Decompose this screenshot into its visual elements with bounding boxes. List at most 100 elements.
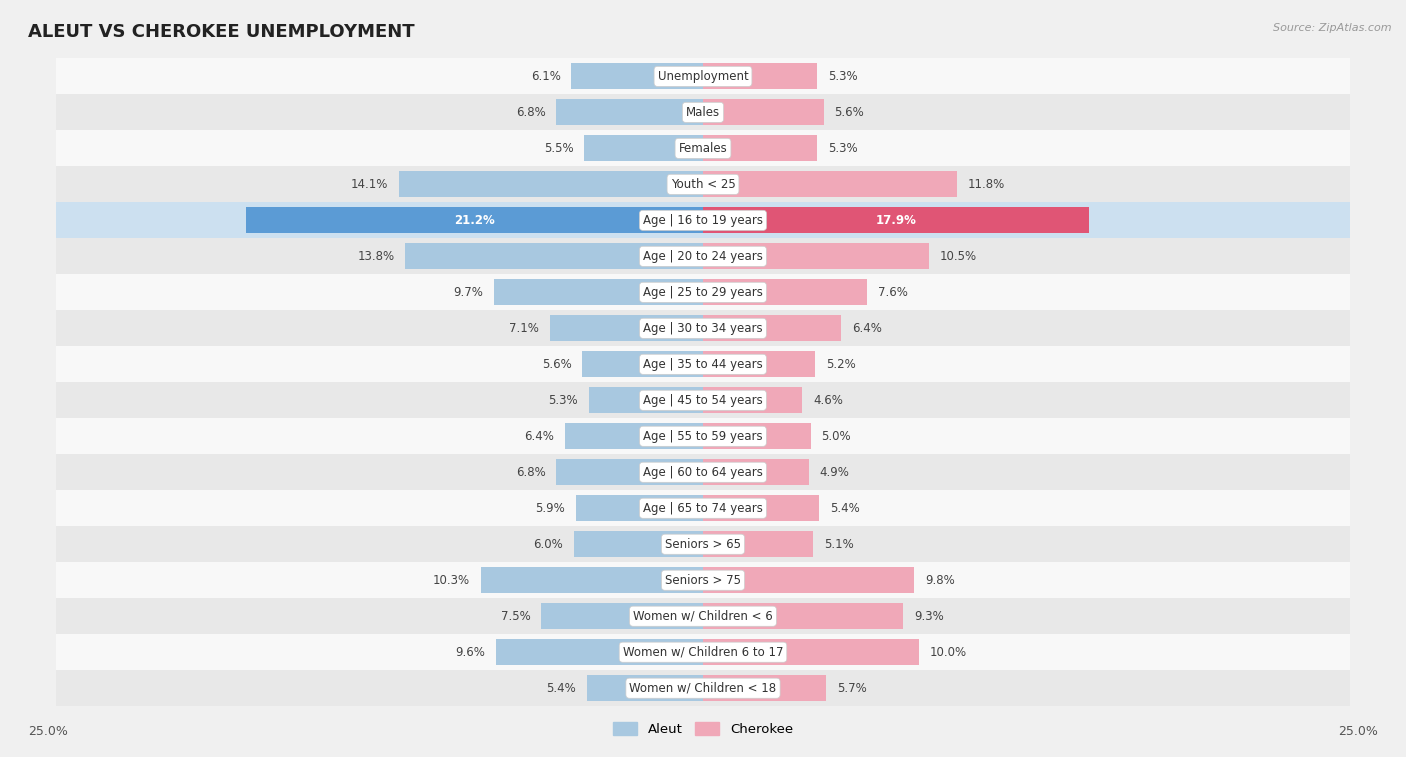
- Text: 6.4%: 6.4%: [852, 322, 882, 335]
- Bar: [557, 99, 703, 126]
- Text: 5.6%: 5.6%: [541, 358, 571, 371]
- Text: 5.1%: 5.1%: [824, 537, 853, 551]
- Bar: [703, 99, 824, 126]
- Text: Women w/ Children < 6: Women w/ Children < 6: [633, 609, 773, 623]
- Bar: [574, 531, 703, 557]
- Bar: [703, 603, 904, 629]
- Bar: [703, 64, 817, 89]
- Bar: [703, 567, 914, 593]
- Bar: [550, 316, 703, 341]
- Bar: [56, 634, 1350, 670]
- Bar: [496, 639, 703, 665]
- Text: 6.8%: 6.8%: [516, 466, 546, 478]
- Bar: [56, 346, 1350, 382]
- Text: 6.4%: 6.4%: [524, 430, 554, 443]
- Text: 5.3%: 5.3%: [828, 70, 858, 83]
- Bar: [576, 495, 703, 522]
- Bar: [399, 171, 703, 198]
- Bar: [703, 495, 820, 522]
- Text: 5.6%: 5.6%: [835, 106, 865, 119]
- Text: Seniors > 65: Seniors > 65: [665, 537, 741, 551]
- Bar: [703, 279, 868, 305]
- Text: Males: Males: [686, 106, 720, 119]
- Text: Seniors > 75: Seniors > 75: [665, 574, 741, 587]
- Text: Unemployment: Unemployment: [658, 70, 748, 83]
- Bar: [481, 567, 703, 593]
- Bar: [557, 459, 703, 485]
- Text: 14.1%: 14.1%: [352, 178, 388, 191]
- Text: 21.2%: 21.2%: [454, 213, 495, 227]
- Bar: [246, 207, 703, 233]
- Text: 6.1%: 6.1%: [531, 70, 561, 83]
- Text: 5.9%: 5.9%: [536, 502, 565, 515]
- Text: 6.0%: 6.0%: [533, 537, 562, 551]
- Text: 11.8%: 11.8%: [969, 178, 1005, 191]
- Text: Youth < 25: Youth < 25: [671, 178, 735, 191]
- Bar: [56, 95, 1350, 130]
- Bar: [703, 675, 825, 701]
- Legend: Aleut, Cherokee: Aleut, Cherokee: [607, 716, 799, 741]
- Bar: [56, 419, 1350, 454]
- Bar: [56, 167, 1350, 202]
- Bar: [589, 388, 703, 413]
- Bar: [56, 598, 1350, 634]
- Text: 25.0%: 25.0%: [1339, 725, 1378, 738]
- Text: 5.7%: 5.7%: [837, 682, 866, 695]
- Text: ALEUT VS CHEROKEE UNEMPLOYMENT: ALEUT VS CHEROKEE UNEMPLOYMENT: [28, 23, 415, 41]
- Bar: [586, 675, 703, 701]
- Text: 5.3%: 5.3%: [828, 142, 858, 155]
- Bar: [541, 603, 703, 629]
- Text: 9.3%: 9.3%: [914, 609, 943, 623]
- Text: Women w/ Children 6 to 17: Women w/ Children 6 to 17: [623, 646, 783, 659]
- Text: Age | 30 to 34 years: Age | 30 to 34 years: [643, 322, 763, 335]
- Text: 25.0%: 25.0%: [28, 725, 67, 738]
- Text: 4.9%: 4.9%: [820, 466, 849, 478]
- Bar: [405, 243, 703, 269]
- Bar: [56, 274, 1350, 310]
- Text: Age | 20 to 24 years: Age | 20 to 24 years: [643, 250, 763, 263]
- Text: Age | 45 to 54 years: Age | 45 to 54 years: [643, 394, 763, 407]
- Bar: [56, 526, 1350, 562]
- Bar: [703, 316, 841, 341]
- Bar: [56, 491, 1350, 526]
- Text: Women w/ Children < 18: Women w/ Children < 18: [630, 682, 776, 695]
- Bar: [703, 207, 1088, 233]
- Text: 5.4%: 5.4%: [546, 682, 576, 695]
- Bar: [585, 136, 703, 161]
- Bar: [56, 670, 1350, 706]
- Text: 17.9%: 17.9%: [876, 213, 917, 227]
- Text: Females: Females: [679, 142, 727, 155]
- Bar: [56, 382, 1350, 419]
- Text: 7.6%: 7.6%: [877, 286, 907, 299]
- Bar: [565, 423, 703, 449]
- Text: Age | 35 to 44 years: Age | 35 to 44 years: [643, 358, 763, 371]
- Text: Source: ZipAtlas.com: Source: ZipAtlas.com: [1274, 23, 1392, 33]
- Bar: [582, 351, 703, 377]
- Text: 5.3%: 5.3%: [548, 394, 578, 407]
- Bar: [703, 243, 929, 269]
- Text: 10.5%: 10.5%: [941, 250, 977, 263]
- Bar: [703, 531, 813, 557]
- Text: 9.6%: 9.6%: [456, 646, 485, 659]
- Bar: [56, 130, 1350, 167]
- Bar: [703, 136, 817, 161]
- Text: 5.4%: 5.4%: [830, 502, 860, 515]
- Text: 5.2%: 5.2%: [825, 358, 856, 371]
- Bar: [703, 459, 808, 485]
- Bar: [56, 202, 1350, 238]
- Text: 13.8%: 13.8%: [357, 250, 395, 263]
- Bar: [703, 171, 957, 198]
- Text: 10.3%: 10.3%: [433, 574, 470, 587]
- Text: 10.0%: 10.0%: [929, 646, 966, 659]
- Text: 7.5%: 7.5%: [501, 609, 530, 623]
- Bar: [56, 454, 1350, 491]
- Bar: [56, 310, 1350, 346]
- Text: Age | 25 to 29 years: Age | 25 to 29 years: [643, 286, 763, 299]
- Bar: [703, 351, 815, 377]
- Text: 5.5%: 5.5%: [544, 142, 574, 155]
- Text: 9.8%: 9.8%: [925, 574, 955, 587]
- Bar: [56, 562, 1350, 598]
- Text: Age | 16 to 19 years: Age | 16 to 19 years: [643, 213, 763, 227]
- Bar: [56, 58, 1350, 95]
- Bar: [571, 64, 703, 89]
